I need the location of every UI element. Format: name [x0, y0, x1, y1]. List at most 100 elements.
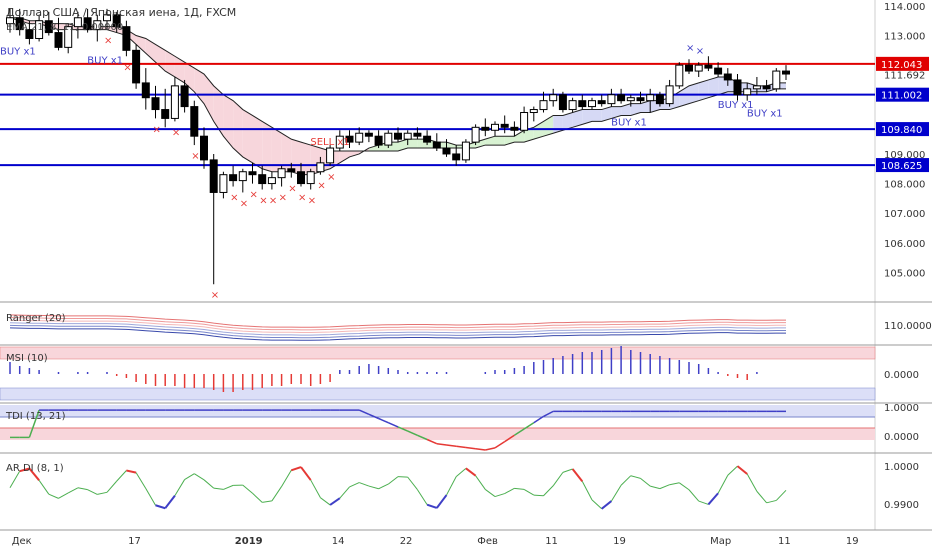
tdi-line-segment — [446, 444, 457, 447]
msi-upper-zone — [0, 346, 876, 360]
candle-body — [219, 174, 228, 193]
candle — [151, 85, 160, 119]
ardi-line-segment — [717, 475, 729, 494]
candle — [44, 11, 53, 36]
price-tick-label: 106.000 — [884, 239, 925, 250]
ranger-band-line — [9, 327, 786, 341]
candle — [704, 56, 713, 72]
candle — [6, 8, 14, 33]
ardi-line-segment — [698, 500, 709, 505]
candle — [64, 23, 73, 54]
tdi-line-segment — [407, 430, 418, 436]
candle-body — [306, 171, 315, 185]
ema-cloud-segment — [145, 38, 156, 63]
ardi-line-segment — [523, 488, 535, 496]
candle — [685, 59, 693, 75]
candle-body — [704, 64, 713, 69]
ema-cloud-segment — [514, 130, 525, 143]
candle — [161, 88, 170, 128]
ardi-line-segment — [688, 489, 700, 502]
ema-cloud-segment — [495, 136, 505, 146]
candle-body — [539, 100, 548, 111]
sell-marker: × — [317, 181, 325, 192]
ema-slow-line — [10, 17, 786, 152]
tdi-line-segment — [485, 447, 496, 451]
candle — [442, 139, 451, 157]
candle — [762, 79, 771, 92]
candle-body — [15, 17, 24, 31]
tdi-line-segment — [397, 426, 408, 432]
candle — [374, 130, 383, 149]
level-price-tag — [876, 87, 929, 102]
time-tick-label: 11 — [778, 536, 791, 547]
candle — [743, 82, 752, 101]
ardi-line-segment — [416, 489, 428, 505]
ardi-line-segment — [87, 489, 98, 495]
ardi-line-segment — [281, 470, 292, 487]
ardi-tick-label: 1.0000 — [884, 462, 919, 473]
price-tick-label: 113.000 — [884, 32, 925, 43]
price-tick-label: 108.000 — [884, 180, 925, 191]
ardi-line-segment — [630, 475, 641, 479]
ardi-line-segment — [271, 486, 283, 502]
candle-body — [258, 174, 267, 185]
candle-body — [6, 17, 14, 25]
candle — [180, 79, 189, 113]
sell-marker: × — [153, 124, 161, 135]
candle — [394, 127, 402, 143]
ardi-line-segment — [203, 479, 215, 489]
candle-body — [549, 94, 558, 102]
candle — [316, 156, 325, 175]
candle — [636, 91, 645, 104]
ema-cloud-segment — [301, 142, 311, 175]
ema-cloud-segment — [174, 56, 185, 83]
candle — [209, 153, 218, 285]
ema-cloud-segment — [621, 103, 631, 116]
ema-cloud-segment — [368, 145, 379, 151]
candle-body — [44, 20, 53, 34]
tdi-line-segment — [378, 417, 389, 424]
candle-body — [209, 159, 218, 193]
tdi-line-segment — [358, 409, 370, 415]
candle-body — [481, 126, 490, 131]
ardi-line-segment — [242, 484, 253, 494]
candle — [54, 17, 63, 51]
ema-cloud-segment — [475, 139, 486, 149]
candle-body — [25, 29, 34, 39]
candle-body — [636, 97, 645, 102]
candle — [355, 127, 364, 146]
indicator-settings: ЕМА 21, 8, 11, 0.00000 — [6, 22, 124, 33]
tdi-label: TDI (13, 21) — [6, 411, 66, 422]
candle-body — [403, 132, 412, 140]
ardi-line-segment — [262, 500, 272, 503]
tdi-line-segment — [456, 445, 466, 449]
candle — [238, 168, 247, 193]
candle-body — [617, 94, 626, 102]
ardi-line-segment — [659, 484, 670, 490]
sell-marker: × — [172, 127, 180, 138]
tdi-line-segment — [475, 447, 486, 451]
candle-body — [200, 135, 208, 161]
ardi-line-segment — [455, 467, 467, 477]
candle — [219, 171, 228, 199]
msi-lower-zone — [0, 387, 876, 401]
msi-tick-label: 0.0000 — [884, 370, 919, 381]
candle — [461, 139, 470, 163]
ema-cloud-segment — [592, 109, 602, 122]
ema-cloud-segment — [184, 62, 195, 92]
sell-marker: × — [230, 193, 238, 204]
ema-cloud-segment — [640, 100, 651, 113]
ardi-line-segment — [368, 485, 379, 490]
candle — [491, 121, 499, 137]
ardi-line-segment — [67, 487, 79, 494]
ardi-line-segment — [707, 492, 719, 506]
candle — [694, 62, 703, 77]
tdi-line-segment — [417, 434, 428, 441]
ardi-line-segment — [339, 486, 350, 499]
candle-body — [190, 106, 199, 137]
ardi-line-segment — [349, 482, 360, 488]
candle — [549, 88, 558, 107]
candle-body — [743, 88, 752, 96]
ema-cloud-segment — [136, 35, 146, 54]
